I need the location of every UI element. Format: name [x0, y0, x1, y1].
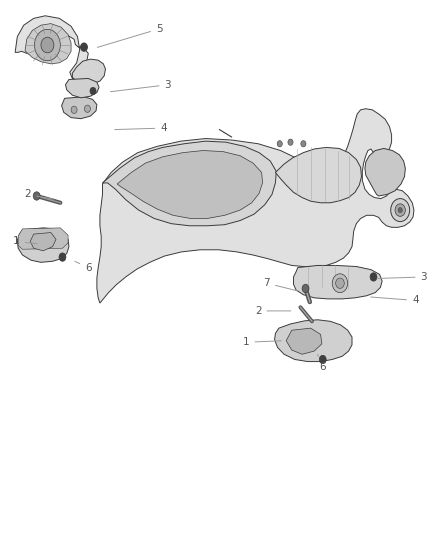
Polygon shape [65, 78, 99, 98]
Circle shape [71, 106, 77, 114]
Text: 4: 4 [370, 295, 417, 305]
Circle shape [397, 207, 401, 213]
Text: 2: 2 [254, 306, 290, 316]
Circle shape [35, 29, 60, 61]
Polygon shape [274, 320, 351, 361]
Polygon shape [117, 150, 262, 219]
Circle shape [318, 356, 325, 364]
Circle shape [332, 274, 347, 293]
Text: 2: 2 [25, 189, 53, 199]
Polygon shape [293, 265, 381, 299]
Polygon shape [30, 232, 56, 251]
Circle shape [394, 204, 404, 216]
Polygon shape [102, 141, 276, 226]
Circle shape [80, 43, 87, 51]
Circle shape [84, 105, 90, 112]
Polygon shape [286, 328, 321, 354]
Polygon shape [61, 97, 97, 119]
Circle shape [369, 273, 376, 281]
Text: 4: 4 [114, 123, 166, 133]
Text: 3: 3 [377, 272, 426, 282]
Circle shape [300, 141, 305, 147]
Circle shape [301, 284, 308, 293]
Circle shape [59, 253, 66, 261]
Circle shape [33, 192, 40, 200]
Text: 1: 1 [242, 337, 281, 347]
Circle shape [287, 139, 293, 146]
Polygon shape [25, 23, 71, 64]
Polygon shape [17, 228, 69, 262]
Polygon shape [275, 148, 360, 203]
Circle shape [276, 141, 282, 147]
Circle shape [335, 278, 343, 288]
Polygon shape [97, 109, 413, 303]
Text: 6: 6 [317, 354, 325, 372]
Polygon shape [364, 149, 404, 196]
Polygon shape [15, 16, 100, 85]
Text: 3: 3 [110, 80, 171, 92]
Text: 5: 5 [97, 24, 162, 47]
Text: 6: 6 [75, 261, 92, 272]
Text: 7: 7 [263, 278, 297, 291]
Circle shape [90, 87, 96, 95]
Polygon shape [72, 59, 105, 85]
Circle shape [390, 199, 409, 222]
Circle shape [41, 37, 54, 53]
Text: 1: 1 [13, 237, 37, 246]
Polygon shape [18, 228, 68, 249]
